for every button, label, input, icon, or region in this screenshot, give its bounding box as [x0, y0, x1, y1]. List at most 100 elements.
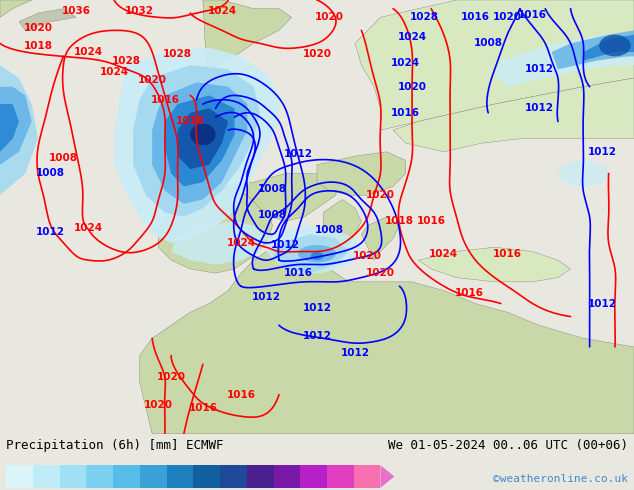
- Polygon shape: [0, 0, 32, 17]
- Text: 1012: 1012: [340, 348, 370, 358]
- Polygon shape: [19, 9, 76, 30]
- Text: 1016: 1016: [493, 249, 522, 259]
- Polygon shape: [0, 65, 38, 195]
- Polygon shape: [552, 30, 634, 70]
- Bar: [140, 465, 167, 488]
- Polygon shape: [361, 217, 399, 260]
- Polygon shape: [178, 108, 228, 169]
- Text: 1012: 1012: [588, 298, 617, 309]
- Polygon shape: [323, 199, 361, 260]
- Polygon shape: [0, 87, 32, 165]
- Polygon shape: [0, 104, 19, 152]
- Polygon shape: [266, 225, 361, 273]
- Text: 1024: 1024: [429, 249, 458, 259]
- Polygon shape: [133, 65, 260, 217]
- Text: 1012: 1012: [302, 303, 332, 313]
- Ellipse shape: [311, 251, 323, 260]
- Text: 1016: 1016: [391, 108, 420, 118]
- Text: 1020: 1020: [144, 400, 173, 411]
- Text: 1024: 1024: [74, 222, 103, 233]
- Polygon shape: [317, 152, 406, 195]
- Text: 1012: 1012: [588, 147, 617, 157]
- Polygon shape: [273, 234, 349, 273]
- Text: 1024: 1024: [207, 6, 236, 16]
- Text: 1028: 1028: [163, 49, 192, 59]
- Bar: [301, 465, 327, 488]
- Polygon shape: [114, 48, 279, 243]
- Bar: [33, 465, 60, 488]
- Text: ©weatheronline.co.uk: ©weatheronline.co.uk: [493, 474, 628, 484]
- Text: 1008: 1008: [258, 210, 287, 220]
- Text: 1024: 1024: [226, 238, 256, 248]
- Text: 1020: 1020: [138, 75, 167, 85]
- Text: 1020: 1020: [353, 251, 382, 261]
- Text: 1008: 1008: [36, 169, 65, 178]
- Ellipse shape: [190, 123, 216, 145]
- Polygon shape: [355, 0, 634, 130]
- Polygon shape: [171, 221, 266, 265]
- Text: 1008: 1008: [49, 153, 78, 163]
- Bar: [113, 465, 140, 488]
- Text: 1018: 1018: [385, 216, 414, 226]
- Text: 1008: 1008: [474, 38, 503, 49]
- Polygon shape: [139, 247, 634, 434]
- Text: We 01-05-2024 00..06 UTC (00+06): We 01-05-2024 00..06 UTC (00+06): [387, 439, 628, 452]
- Text: 1012: 1012: [302, 331, 332, 341]
- Text: 1020: 1020: [493, 12, 522, 23]
- Text: 1032: 1032: [125, 6, 154, 16]
- Text: 1036: 1036: [61, 6, 91, 16]
- Bar: [354, 465, 380, 488]
- Polygon shape: [495, 35, 634, 87]
- Bar: [193, 465, 220, 488]
- Text: 1016: 1016: [518, 10, 547, 20]
- Text: 1020: 1020: [315, 12, 344, 23]
- Text: 1024: 1024: [74, 47, 103, 57]
- Text: 1016: 1016: [188, 403, 217, 413]
- Text: 1020: 1020: [157, 372, 186, 382]
- Text: 1016: 1016: [226, 390, 256, 400]
- Ellipse shape: [558, 160, 609, 187]
- Text: 1020: 1020: [398, 82, 427, 92]
- Text: 1012: 1012: [271, 240, 300, 250]
- Ellipse shape: [298, 245, 336, 262]
- Text: 1016: 1016: [417, 216, 446, 226]
- Text: 1016: 1016: [461, 12, 490, 23]
- Polygon shape: [393, 78, 634, 152]
- Text: 1020: 1020: [366, 190, 395, 200]
- Text: 1016: 1016: [455, 288, 484, 298]
- Text: 1024: 1024: [398, 32, 427, 42]
- Bar: [273, 465, 301, 488]
- Text: Precipitation (6h) [mm] ECMWF: Precipitation (6h) [mm] ECMWF: [6, 439, 224, 452]
- Text: 1012: 1012: [36, 227, 65, 237]
- Polygon shape: [380, 465, 394, 488]
- Text: 1012: 1012: [524, 103, 553, 113]
- Text: 1018: 1018: [23, 41, 53, 50]
- Bar: [86, 465, 113, 488]
- Bar: [167, 465, 193, 488]
- Text: 1012: 1012: [524, 64, 553, 74]
- Polygon shape: [178, 117, 197, 130]
- Polygon shape: [418, 247, 571, 282]
- Polygon shape: [152, 82, 247, 204]
- Ellipse shape: [599, 35, 631, 56]
- Bar: [6, 465, 33, 488]
- Polygon shape: [165, 96, 235, 187]
- Text: 1020: 1020: [23, 23, 53, 33]
- Text: 1028: 1028: [112, 56, 141, 66]
- Text: 1012: 1012: [252, 292, 281, 302]
- Bar: [60, 465, 86, 488]
- Polygon shape: [190, 0, 292, 122]
- Text: 1016: 1016: [176, 117, 205, 126]
- Bar: [220, 465, 247, 488]
- Bar: [247, 465, 273, 488]
- Polygon shape: [184, 108, 241, 173]
- Text: 1016: 1016: [150, 95, 179, 105]
- Text: 1020: 1020: [302, 49, 332, 59]
- Text: 1016: 1016: [283, 268, 313, 278]
- Polygon shape: [158, 187, 273, 273]
- Text: 1012: 1012: [283, 149, 313, 159]
- Text: 1024: 1024: [100, 67, 129, 76]
- Polygon shape: [583, 35, 634, 61]
- Text: 1020: 1020: [366, 268, 395, 278]
- Text: 1008: 1008: [315, 225, 344, 235]
